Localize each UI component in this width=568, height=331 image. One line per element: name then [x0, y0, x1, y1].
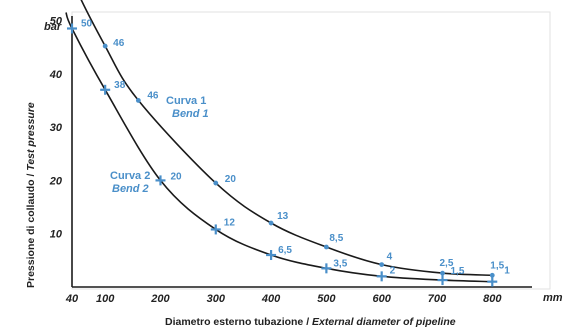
series-2-data-label: 1	[504, 266, 510, 277]
y-tick-label: 40	[49, 69, 63, 81]
x-unit-label: mm	[543, 292, 563, 304]
series-1-data-label: 2,5	[440, 258, 454, 269]
series-1-data-label: 46	[113, 38, 125, 49]
series-2-data-label: 12	[224, 217, 236, 228]
x-tick-label: 200	[150, 293, 170, 305]
series-2-data-label: 38	[114, 80, 126, 91]
series-2-point	[266, 250, 277, 261]
series-2-data-label: 3,5	[333, 258, 347, 269]
series-1-curve	[80, 0, 493, 277]
series-2-point	[210, 224, 221, 235]
y-tick-labels: 10 20 30 40 50	[49, 16, 63, 241]
series-1-point	[135, 98, 141, 103]
series-2-point	[376, 271, 387, 282]
x-axis-title: Diametro esterno tubazione / External di…	[165, 316, 456, 328]
y-tick-label: 30	[50, 122, 63, 134]
series-2-point	[100, 84, 111, 95]
series-1-data-label: 46	[147, 90, 159, 101]
y-tick-label: 20	[49, 175, 63, 187]
y-tick-label: 50	[50, 16, 63, 28]
x-tick-label: 700	[428, 293, 447, 305]
series-2-point	[487, 276, 498, 287]
y-unit-label: bar	[44, 21, 62, 33]
series-1-data-label: 4	[387, 252, 393, 263]
y-axis-title: Pressione di collaudo / Test pressure	[25, 102, 37, 288]
x-tick-label: 100	[96, 293, 115, 305]
series-2-point	[155, 175, 166, 186]
series-1-point	[489, 272, 495, 278]
series-1-data-label: 1,5	[490, 260, 504, 271]
series-1-name-en: Bend 1	[172, 108, 209, 120]
x-tick-label: 40	[65, 293, 79, 305]
series-2-point	[437, 275, 448, 286]
x-axis-title-separator: /	[303, 316, 312, 328]
y-axis-title-separator: /	[25, 171, 37, 180]
series-2-curve	[65, 12, 493, 283]
series-2-data-label: 20	[170, 171, 182, 182]
series-1-point	[440, 270, 445, 276]
series-2-data-label: 2	[390, 265, 396, 276]
series-1-data-label: 13	[277, 211, 289, 222]
series-1-data-label: 20	[225, 174, 237, 185]
series-2-data-label: 1,5	[451, 266, 465, 277]
series-1-point	[268, 220, 274, 226]
y-axis-title-it: Pressione di collaudo	[25, 179, 37, 288]
series-2-data-label: 50	[81, 18, 93, 29]
markers	[67, 23, 498, 287]
x-tick-label: 400	[261, 293, 281, 305]
series-2-name: Curva 2	[110, 170, 150, 182]
series-1-name: Curva 1	[166, 95, 206, 107]
series-1-point	[102, 43, 108, 49]
series-2-point	[321, 263, 332, 274]
y-axis-title-en: Test pressure	[25, 102, 37, 171]
x-tick-label: 800	[483, 293, 502, 305]
curves	[65, 0, 493, 283]
x-tick-label: 500	[317, 293, 336, 305]
x-tick-label: 300	[207, 293, 226, 305]
series-1-point	[379, 262, 385, 268]
series-2-point	[67, 23, 77, 34]
x-axis-title-en: External diameter of pipeline	[312, 316, 456, 328]
series-1-data-label: 8,5	[329, 233, 343, 244]
series-1-point	[213, 180, 219, 186]
x-tick-labels: 40 100 200 300 400 500 600 700 800	[65, 293, 502, 305]
x-tick-label: 600	[373, 293, 392, 305]
series-2-data-label: 6,5	[278, 245, 292, 256]
series-2-name-en: Bend 2	[112, 183, 149, 195]
x-axis-title-it: Diametro esterno tubazione	[165, 316, 303, 328]
series-1-point	[323, 244, 329, 250]
y-tick-label: 10	[50, 229, 63, 241]
